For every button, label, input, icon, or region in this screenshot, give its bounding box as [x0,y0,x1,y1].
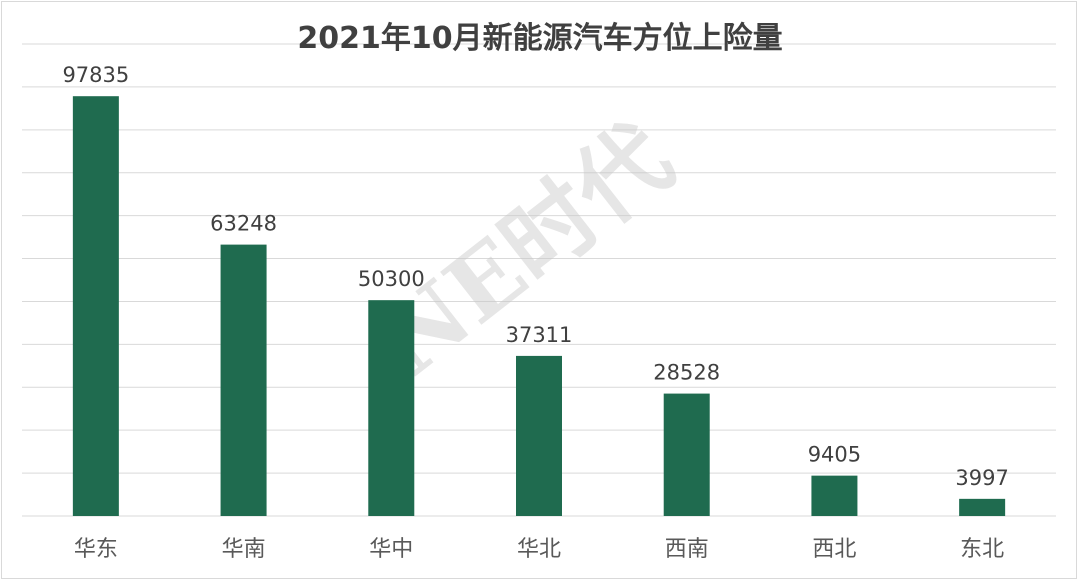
data-label: 97835 [62,63,129,87]
data-label: 50300 [358,267,425,291]
bar [959,498,1006,516]
bar [516,355,562,516]
data-label: 37311 [506,323,573,347]
data-label: 28528 [653,361,720,385]
bar [220,244,267,516]
x-tick-label: 华中 [369,537,413,562]
chart-title: 2021年10月新能源汽车方位上险量 [297,21,782,56]
bars [72,96,1006,516]
data-labels: 97835 63248 50300 37311 28528 9405 3997 [62,63,1008,490]
bar [72,96,119,516]
data-label: 3997 [955,466,1008,490]
x-tick-label: 东北 [960,537,1004,562]
x-tick-label: 华南 [222,537,266,562]
bar [663,393,710,516]
data-label: 63248 [210,212,277,236]
x-axis-tick-labels: 华东 华南 华中 华北 西南 西北 东北 [74,537,1004,562]
gridlines [22,43,1056,517]
bar [368,300,415,516]
data-label: 9405 [808,443,861,467]
x-tick-label: 西南 [665,537,709,562]
x-tick-label: 西北 [812,537,856,562]
x-tick-label: 华东 [74,537,118,562]
bar [811,475,858,516]
x-tick-label: 华北 [517,537,561,562]
